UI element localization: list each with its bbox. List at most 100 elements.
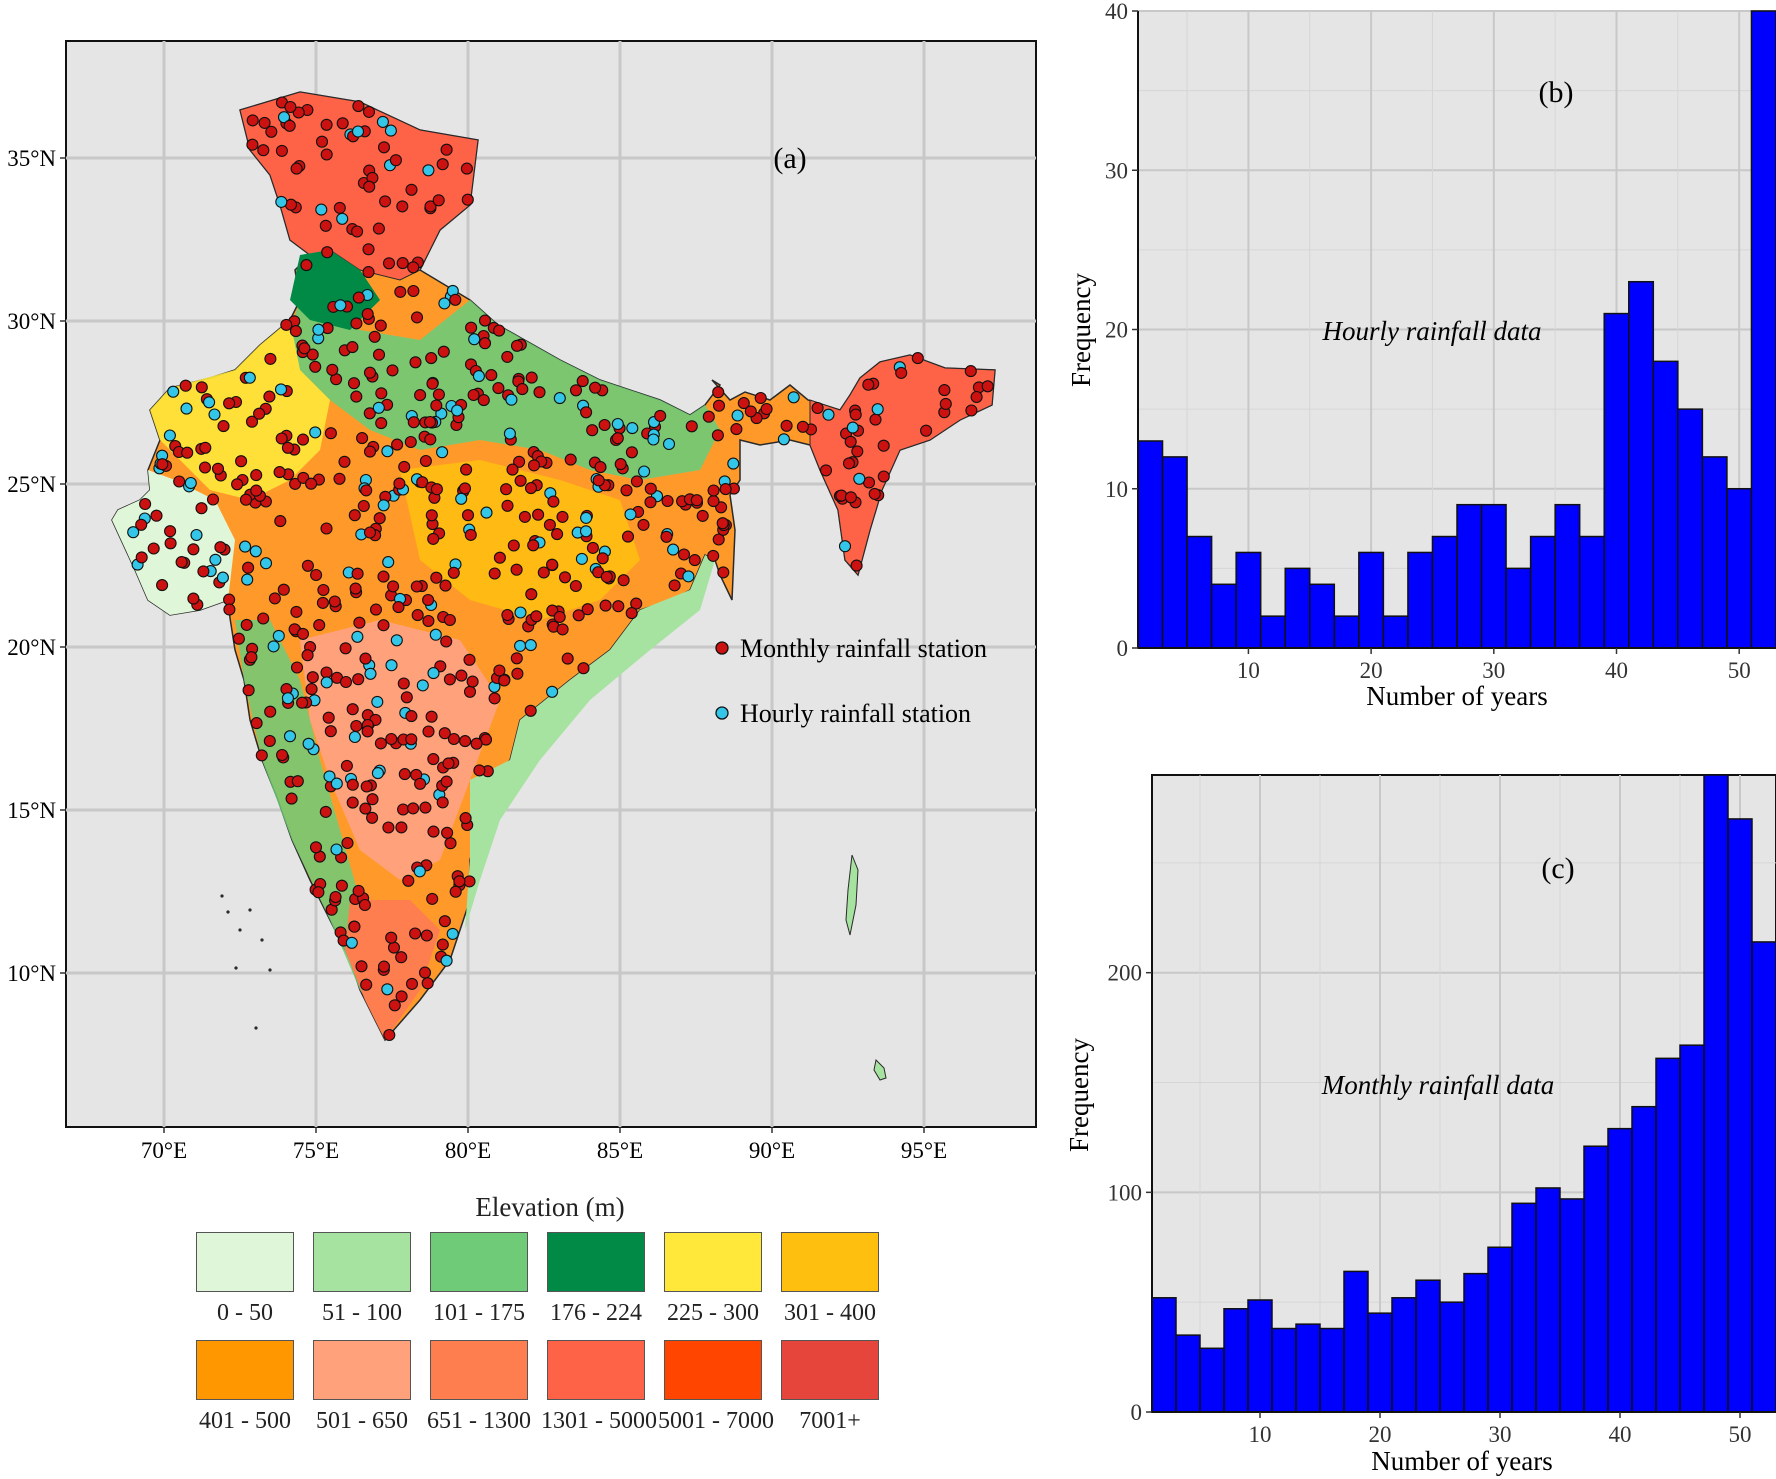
monthly-station: [306, 348, 319, 361]
monthly-station: [493, 324, 506, 337]
monthly-station: [527, 539, 540, 552]
monthly-station: [425, 352, 438, 365]
monthly-station: [352, 884, 365, 897]
monthly-station: [410, 311, 424, 324]
monthly-station: [409, 356, 422, 369]
monthly-station: [387, 941, 401, 954]
monthly-station: [877, 439, 890, 452]
hourly-station: [249, 545, 262, 558]
chart-c-bars: [1151, 774, 1776, 1413]
monthly-station: [501, 608, 514, 622]
monthly-station: [447, 732, 460, 746]
hourly-station: [381, 445, 394, 458]
histogram-bar: [1161, 456, 1188, 649]
monthly-station: [501, 350, 514, 363]
monthly-station: [556, 510, 569, 523]
hourly-station: [334, 299, 347, 312]
monthly-station: [296, 433, 310, 446]
monthly-station: [414, 777, 427, 790]
legend-swatch: [547, 1340, 645, 1400]
monthly-station: [677, 548, 691, 561]
monthly-station: [164, 537, 177, 550]
histogram-bar: [1137, 440, 1164, 649]
monthly-station: [478, 337, 492, 350]
monthly-station: [569, 579, 582, 593]
histogram-bar: [1271, 1327, 1297, 1413]
hourly-station: [241, 573, 254, 586]
monthly-station: [430, 571, 443, 584]
monthly-station: [340, 759, 353, 772]
gangetic-plain: [290, 300, 720, 480]
monthly-station: [324, 427, 337, 440]
monthly-station: [333, 472, 346, 485]
rainfall-stations: [127, 96, 994, 1042]
monthly-station: [407, 261, 420, 274]
hourly-station-label: Hourly rainfall station: [740, 699, 971, 728]
monthly-station: [231, 478, 244, 491]
monthly-station: [147, 542, 160, 555]
chart-c-ylabel: Frequency: [1064, 1038, 1094, 1152]
monthly-station: [965, 404, 978, 417]
elevation-legend-title: Elevation (m): [475, 1192, 625, 1222]
monthly-station: [685, 420, 698, 433]
monthly-station: [612, 600, 625, 613]
hourly-station: [436, 446, 449, 459]
monthly-station: [397, 677, 410, 690]
monthly-station: [250, 469, 263, 482]
monthly-station: [317, 583, 330, 597]
monthly-station: [449, 293, 462, 306]
legend-item: 651 - 1300: [427, 1340, 540, 1435]
monthly-station: [284, 100, 297, 114]
hourly-station: [422, 164, 435, 177]
monthly-station: [760, 402, 773, 416]
monthly-station: [696, 509, 709, 522]
monthly-station: [500, 483, 513, 496]
monthly-station: [385, 931, 398, 944]
monthly-station: [309, 360, 322, 373]
monthly-station: [453, 875, 466, 888]
monthly-station: [333, 201, 346, 214]
map-panel-label: (a): [773, 142, 806, 175]
monthly-station: [305, 683, 318, 696]
legend-swatch: [547, 1232, 645, 1292]
monthly-station: [291, 775, 304, 788]
histogram-bar: [1391, 1297, 1417, 1413]
monthly-station: [414, 389, 427, 402]
lat-label-10: 10°N: [7, 961, 56, 986]
histogram-bar: [1511, 1202, 1537, 1413]
histogram-bar: [1175, 1334, 1201, 1413]
histogram-bar: [1319, 1327, 1345, 1413]
monthly-station: [418, 966, 432, 979]
hourly-station: [243, 371, 256, 384]
histogram-bar: [1343, 1270, 1369, 1413]
monthly-station: [707, 549, 720, 562]
lon-label-70: 70°E: [141, 1138, 187, 1163]
monthly-station: [396, 257, 409, 270]
monthly-station: [382, 821, 395, 834]
hourly-station: [822, 408, 835, 421]
monthly-station: [564, 453, 577, 466]
histogram-bar: [1456, 503, 1483, 649]
monthly-station: [426, 377, 439, 390]
monthly-station: [377, 960, 391, 973]
monthly-station: [397, 803, 410, 816]
monthly-station: [319, 805, 332, 818]
y-tick-label: 0: [1131, 1400, 1143, 1425]
monthly-station: [442, 757, 455, 770]
monthly-station: [868, 487, 881, 500]
monthly-station: [501, 499, 514, 512]
monthly-station: [363, 180, 376, 193]
monthly-station: [621, 530, 635, 543]
monthly-station: [223, 603, 236, 616]
monthly-station: [430, 399, 443, 412]
monthly-station: [375, 387, 388, 400]
monthly-station: [217, 420, 230, 433]
histogram-bar: [1367, 1312, 1393, 1413]
legend-label: 176 - 224: [550, 1300, 642, 1326]
monthly-station: [498, 674, 511, 687]
monthly-station: [372, 222, 385, 235]
hourly-station: [127, 526, 140, 539]
monthly-station: [310, 568, 323, 582]
monthly-station: [717, 566, 730, 579]
